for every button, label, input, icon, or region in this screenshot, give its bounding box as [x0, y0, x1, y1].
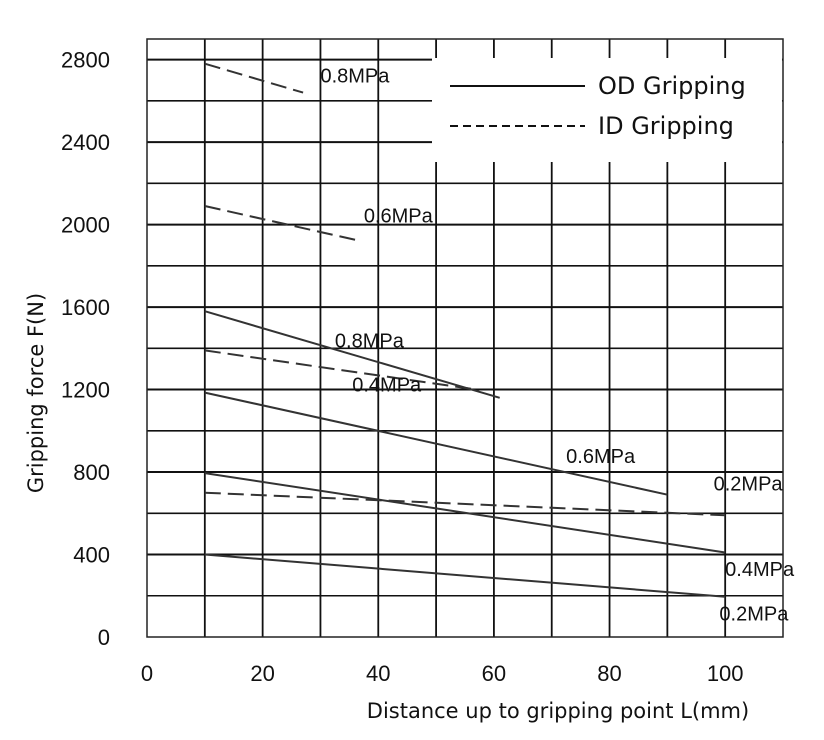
- line-annotations: 0.8MPa 0.6MPa 0.8MPa 0.4MPa 0.6MPa 0.2MPa 0.4M…: [320, 65, 795, 625]
- x-tick-label: 60: [482, 661, 506, 686]
- pressure-label: 0.8MPa: [320, 65, 390, 87]
- legend-background: [432, 58, 782, 162]
- x-tick-labels: 0 20 40 60 80 100: [141, 661, 744, 686]
- pressure-label: 0.2MPa: [719, 604, 789, 626]
- pressure-label: 0.4MPa: [352, 375, 422, 397]
- id-series-line-02mpa: [204, 491, 726, 517]
- legend-label-id: ID Gripping: [598, 112, 734, 140]
- od-series-line-04mpa: [204, 472, 726, 554]
- od-series-line-08mpa: [204, 310, 500, 399]
- od-series-line-02mpa: [204, 553, 726, 598]
- x-tick-label: 80: [597, 661, 621, 686]
- y-tick-label: 400: [73, 543, 110, 568]
- pressure-label: 0.8MPa: [335, 330, 405, 352]
- id-series-line-06mpa: [204, 205, 362, 243]
- y-tick-label: 0: [98, 625, 110, 650]
- y-tick-label: 1600: [61, 295, 110, 320]
- y-tick-label: 2000: [61, 213, 110, 238]
- x-tick-label: 40: [366, 661, 390, 686]
- legend: OD Gripping ID Gripping: [432, 58, 782, 162]
- y-tick-label: 800: [73, 460, 110, 485]
- od-series-line-06mpa: [204, 391, 668, 496]
- y-tick-label: 2400: [61, 130, 110, 155]
- x-axis-title: Distance up to gripping point L(mm): [367, 699, 749, 723]
- pressure-label: 0.6MPa: [364, 206, 434, 228]
- x-tick-label: 0: [141, 661, 153, 686]
- id-series-line-08mpa: [204, 62, 304, 94]
- legend-label-od: OD Gripping: [598, 72, 746, 100]
- series-lines: [204, 62, 726, 598]
- pressure-label: 0.4MPa: [725, 559, 795, 581]
- y-tick-label: 1200: [61, 378, 110, 403]
- y-axis-title: Gripping force F(N): [24, 293, 48, 493]
- y-tick-label: 2800: [61, 48, 110, 73]
- x-tick-label: 20: [250, 661, 274, 686]
- plot-frame: [146, 38, 784, 638]
- y-tick-labels: 0 400 800 1200 1600 2000 2400 2800: [61, 48, 110, 650]
- pressure-label: 0.6MPa: [566, 446, 636, 468]
- x-tick-label: 100: [707, 661, 744, 686]
- pressure-label: 0.2MPa: [714, 474, 784, 496]
